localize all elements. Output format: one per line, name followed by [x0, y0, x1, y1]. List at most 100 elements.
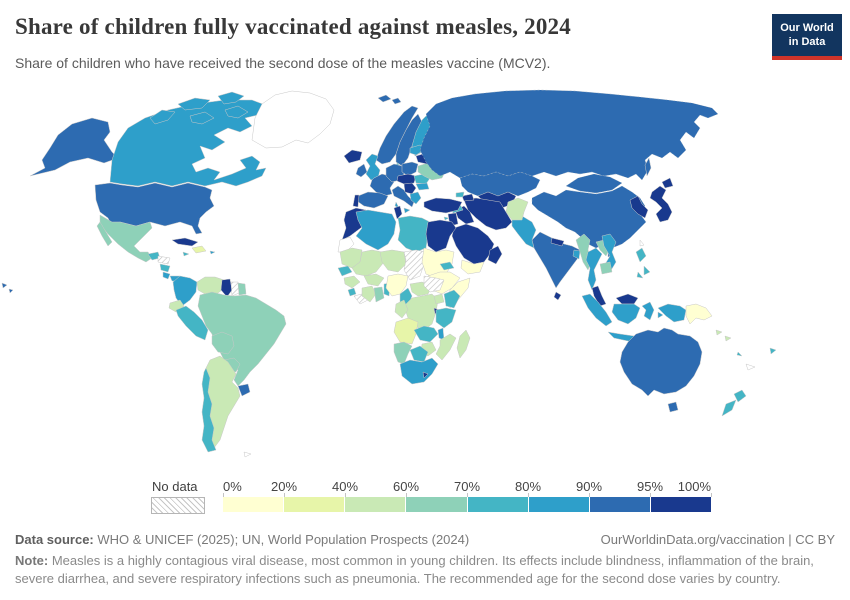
- country-cuba[interactable]: [171, 237, 199, 247]
- country-colombia[interactable]: [172, 275, 198, 307]
- country-turkey[interactable]: [423, 197, 463, 214]
- country-sumatra[interactable]: [581, 293, 613, 327]
- country-balkans[interactable]: [403, 182, 417, 195]
- country-alaska-us[interactable]: [29, 117, 119, 177]
- country-philippines[interactable]: [635, 247, 647, 263]
- country-eritrea[interactable]: [439, 261, 455, 271]
- country-iceland[interactable]: [343, 149, 363, 164]
- legend-bin-20-40%[interactable]: [284, 497, 346, 512]
- country-french-guiana[interactable]: [237, 282, 247, 296]
- owid-logo[interactable]: Our World in Data: [772, 14, 842, 60]
- country-sri-lanka[interactable]: [553, 291, 562, 301]
- country-nigeria[interactable]: [385, 273, 409, 297]
- country-costa-rica[interactable]: [162, 271, 171, 280]
- country-honduras[interactable]: [157, 255, 171, 265]
- country-thailand[interactable]: [585, 247, 603, 291]
- country-algeria[interactable]: [355, 209, 397, 251]
- country-hawaii[interactable]: [8, 288, 14, 294]
- country-japan[interactable]: [649, 185, 673, 223]
- country-portugal[interactable]: [352, 194, 360, 208]
- country-china[interactable]: [531, 185, 647, 249]
- country-gabon-congo[interactable]: [394, 299, 409, 319]
- country-norway[interactable]: [375, 105, 419, 165]
- country-angola[interactable]: [393, 317, 419, 345]
- country-central-europe[interactable]: [396, 173, 417, 185]
- country-fiji[interactable]: [769, 347, 777, 355]
- country-baltics[interactable]: [409, 144, 425, 156]
- country-saudi-arabia[interactable]: [451, 223, 495, 265]
- country-suriname[interactable]: [230, 281, 240, 297]
- country-madagascar[interactable]: [456, 329, 471, 359]
- country-sulawesi[interactable]: [641, 301, 655, 321]
- country-jamaica[interactable]: [182, 251, 190, 257]
- country-koreas[interactable]: [629, 195, 649, 219]
- country-greece[interactable]: [409, 191, 422, 205]
- country-canada-arctic[interactable]: [217, 91, 245, 105]
- country-libya[interactable]: [397, 215, 431, 253]
- country-chad[interactable]: [403, 249, 427, 281]
- country-poland[interactable]: [401, 161, 419, 177]
- country-borneo-malaysia[interactable]: [615, 293, 639, 305]
- country-burkina-faso[interactable]: [363, 273, 385, 287]
- country-australia[interactable]: [619, 327, 703, 397]
- country-canada-arctic[interactable]: [177, 97, 211, 111]
- country-azerbaijan[interactable]: [461, 193, 475, 202]
- country-taiwan[interactable]: [639, 239, 645, 247]
- country-spain[interactable]: [356, 191, 389, 209]
- country-svalbard[interactable]: [377, 94, 392, 103]
- legend-bin-70-80%[interactable]: [467, 497, 529, 512]
- country-tunisia[interactable]: [393, 205, 403, 220]
- country-mexico[interactable]: [99, 214, 153, 263]
- country-solomon-islands[interactable]: [724, 335, 732, 342]
- country-bolivia[interactable]: [211, 331, 235, 355]
- country-lesotho[interactable]: [422, 371, 429, 379]
- country-tasmania[interactable]: [667, 401, 679, 413]
- country-afghanistan[interactable]: [505, 197, 529, 221]
- country-papua-new-guinea[interactable]: [685, 303, 713, 325]
- country-bangladesh[interactable]: [572, 249, 581, 260]
- country-philippines[interactable]: [643, 265, 651, 276]
- country-philippines[interactable]: [636, 271, 644, 279]
- country-egypt[interactable]: [425, 219, 457, 253]
- owid-link[interactable]: OurWorldinData.org/vaccination | CC BY: [600, 532, 835, 547]
- legend-bin-0-20%[interactable]: [223, 497, 285, 512]
- country-ireland[interactable]: [355, 163, 368, 178]
- country-moluccas[interactable]: [657, 311, 664, 319]
- country-mozambique[interactable]: [435, 333, 457, 361]
- country-south-sudan[interactable]: [423, 275, 445, 293]
- country-russia[interactable]: [419, 89, 719, 181]
- country-western-sahara[interactable]: [337, 236, 355, 253]
- country-tanzania[interactable]: [435, 307, 457, 329]
- country-iran[interactable]: [463, 197, 513, 231]
- country-chile[interactable]: [201, 367, 217, 453]
- legend-bin-40-60%[interactable]: [345, 497, 407, 512]
- country-hispaniola[interactable]: [191, 245, 207, 254]
- no-data-swatch[interactable]: [151, 497, 205, 514]
- country-sierra-leone[interactable]: [347, 287, 357, 297]
- country-united-kingdom[interactable]: [365, 153, 381, 181]
- legend-bin-60-70%[interactable]: [406, 497, 468, 512]
- country-uganda[interactable]: [433, 293, 445, 305]
- country-uruguay[interactable]: [237, 383, 251, 397]
- country-niger[interactable]: [379, 249, 407, 273]
- country-canada-arctic[interactable]: [224, 105, 249, 119]
- country-nepal[interactable]: [550, 237, 565, 247]
- country-ghana[interactable]: [373, 286, 385, 303]
- country-canada-arctic[interactable]: [189, 111, 215, 125]
- country-vietnam[interactable]: [601, 233, 617, 273]
- country-hawaii[interactable]: [1, 282, 8, 289]
- legend-bin-95-100%[interactable]: [650, 497, 711, 512]
- country-puerto-rico[interactable]: [209, 250, 216, 255]
- country-zambia[interactable]: [413, 325, 439, 343]
- country-italy[interactable]: [391, 185, 415, 208]
- country-cambodia[interactable]: [599, 261, 613, 275]
- country-new-zealand[interactable]: [721, 399, 737, 417]
- country-cyprus[interactable]: [443, 216, 450, 221]
- country-guinea[interactable]: [343, 275, 361, 289]
- country-nicaragua[interactable]: [159, 263, 171, 273]
- country-georgia[interactable]: [455, 191, 465, 198]
- country-borneo-indonesia[interactable]: [611, 303, 641, 325]
- country-new-caledonia[interactable]: [745, 363, 756, 371]
- country-mongolia[interactable]: [565, 173, 623, 194]
